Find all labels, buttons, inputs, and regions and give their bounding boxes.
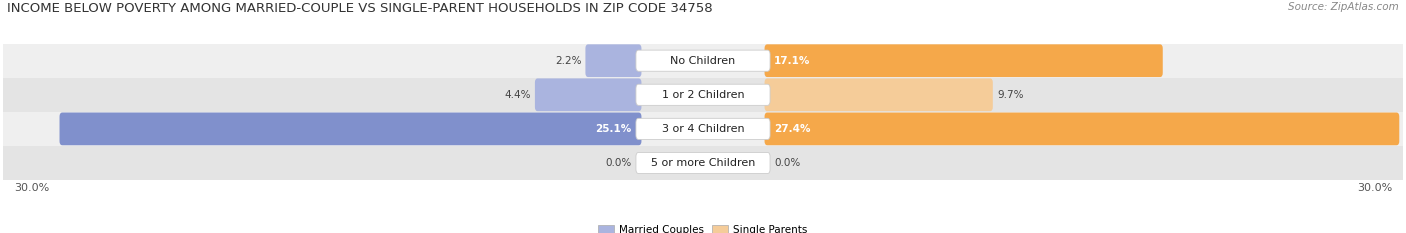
FancyBboxPatch shape bbox=[636, 50, 770, 71]
FancyBboxPatch shape bbox=[534, 79, 641, 111]
Text: 25.1%: 25.1% bbox=[596, 124, 631, 134]
Text: No Children: No Children bbox=[671, 56, 735, 66]
FancyBboxPatch shape bbox=[765, 113, 1399, 145]
FancyBboxPatch shape bbox=[636, 152, 770, 174]
FancyBboxPatch shape bbox=[585, 44, 641, 77]
FancyBboxPatch shape bbox=[636, 118, 770, 140]
Text: 30.0%: 30.0% bbox=[14, 183, 49, 193]
FancyBboxPatch shape bbox=[59, 113, 641, 145]
Text: 17.1%: 17.1% bbox=[775, 56, 811, 66]
Bar bbox=[3, 78, 1403, 112]
Text: 2.2%: 2.2% bbox=[555, 56, 581, 66]
FancyBboxPatch shape bbox=[636, 84, 770, 105]
Text: 30.0%: 30.0% bbox=[1357, 183, 1392, 193]
Bar bbox=[3, 44, 1403, 78]
Text: INCOME BELOW POVERTY AMONG MARRIED-COUPLE VS SINGLE-PARENT HOUSEHOLDS IN ZIP COD: INCOME BELOW POVERTY AMONG MARRIED-COUPL… bbox=[7, 2, 713, 15]
Bar bbox=[3, 146, 1403, 180]
Text: 0.0%: 0.0% bbox=[606, 158, 631, 168]
Text: 3 or 4 Children: 3 or 4 Children bbox=[662, 124, 744, 134]
Text: Source: ZipAtlas.com: Source: ZipAtlas.com bbox=[1288, 2, 1399, 12]
Text: 4.4%: 4.4% bbox=[505, 90, 531, 100]
Text: 9.7%: 9.7% bbox=[997, 90, 1024, 100]
Legend: Married Couples, Single Parents: Married Couples, Single Parents bbox=[595, 221, 811, 233]
Text: 0.0%: 0.0% bbox=[775, 158, 800, 168]
Text: 5 or more Children: 5 or more Children bbox=[651, 158, 755, 168]
Text: 1 or 2 Children: 1 or 2 Children bbox=[662, 90, 744, 100]
FancyBboxPatch shape bbox=[765, 79, 993, 111]
Text: 27.4%: 27.4% bbox=[775, 124, 811, 134]
FancyBboxPatch shape bbox=[765, 44, 1163, 77]
Bar bbox=[3, 112, 1403, 146]
